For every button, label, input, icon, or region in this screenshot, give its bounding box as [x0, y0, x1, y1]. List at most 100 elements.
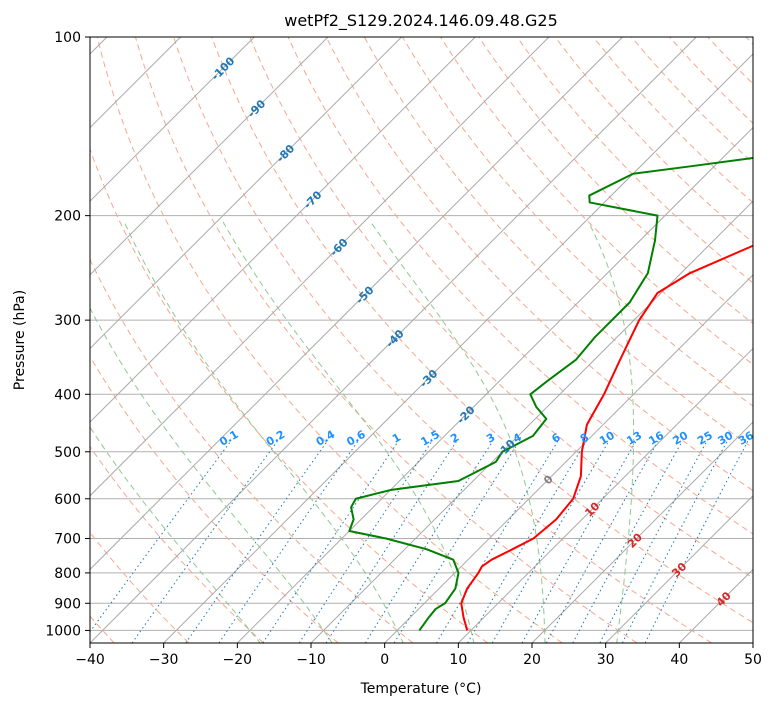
- x-tick-label: −40: [75, 652, 105, 668]
- mixing-ratio-line: [521, 441, 637, 643]
- isotherm-line: [236, 126, 753, 643]
- dry-adiabat-line: [173, 37, 712, 643]
- dry-adiabat-line: [249, 37, 753, 579]
- moist-adiabat-line: [90, 307, 333, 643]
- mixing-ratio-line: [621, 441, 728, 643]
- isotherms: [90, 37, 753, 643]
- reference-arcs: [0, 37, 2, 643]
- mixing-ratio-label: 20: [671, 429, 691, 448]
- y-tick-label: 300: [54, 313, 81, 329]
- y-tick-label: 600: [54, 492, 81, 508]
- mixing-ratio-line: [325, 440, 458, 643]
- dry-adiabat-line: [96, 37, 563, 643]
- isotherm-line: [90, 37, 329, 276]
- mixing-ratio-line: [435, 441, 559, 643]
- reference-arc: [0, 37, 2, 643]
- mixing-ratio-label: 36: [736, 429, 756, 448]
- temperature-profile-line: [460, 244, 753, 631]
- dry-adiabat-line: [554, 37, 753, 244]
- isotherm-line: [384, 274, 753, 643]
- y-tick-label: 700: [54, 532, 81, 548]
- plot-area: -100-90-80-70-60-50-40-30-20-10010203040…: [0, 37, 756, 643]
- y-tick-label: 100: [54, 30, 81, 46]
- dry-adiabat-line: [90, 258, 414, 643]
- dry-adiabat-line: [516, 37, 753, 284]
- isotherm-line: [605, 495, 753, 643]
- moist-adiabat-line: [90, 426, 261, 643]
- mixing-ratio-label: 10: [597, 429, 617, 448]
- dry-adiabat-line: [631, 37, 753, 164]
- y-axis-ticks: 1000 900 800 700 600 500 400 300 200 100: [45, 30, 90, 639]
- mixing-ratio-label: 1.5: [418, 428, 441, 449]
- mixing-ratio-line: [467, 441, 587, 643]
- dry-adiabat-line: [440, 37, 753, 366]
- moist-adiabat-line: [588, 221, 635, 643]
- mixing-ratio-label: 13: [624, 429, 644, 448]
- x-tick-label: 20: [523, 652, 541, 668]
- dry-adiabat-line: [707, 37, 753, 85]
- mixing-ratio-label: 0.4: [314, 428, 338, 449]
- y-axis-title: Pressure (hPa): [12, 290, 28, 390]
- isotherm-line: [90, 37, 402, 350]
- mixing-ratio-line: [364, 440, 494, 643]
- y-tick-label: 500: [54, 445, 81, 461]
- y-tick-label: 200: [54, 209, 81, 225]
- dry-adiabat-line: [592, 37, 753, 204]
- isotherm-line: [752, 642, 753, 643]
- x-tick-label: −10: [296, 652, 326, 668]
- dry-adiabat-line: [90, 445, 264, 643]
- mixing-ratio-label: 0.2: [264, 428, 287, 449]
- x-axis-ticks: −40 −30 −20 −10 0 10 20 30 40 50: [75, 643, 762, 668]
- isotherm-line: [90, 37, 697, 643]
- mixing-ratio-label: 16: [646, 429, 666, 448]
- dewpoint-profile-line: [348, 156, 753, 632]
- x-tick-label: −20: [223, 652, 253, 668]
- dry-adiabat-line: [669, 37, 753, 124]
- moist-adiabat-line: [222, 221, 475, 643]
- mixing-ratio-label: 0.1: [217, 428, 240, 449]
- isotherm-line: [90, 37, 550, 497]
- isotherm-line: [310, 200, 753, 643]
- dry-adiabat-line: [402, 37, 753, 407]
- mixing-ratio-line: [90, 440, 232, 633]
- x-tick-label: 50: [744, 652, 762, 668]
- chart-title: wetPf2_S129.2024.146.09.48.G25: [284, 11, 558, 31]
- dry-adiabat-line: [134, 37, 638, 643]
- pressure-grid: [90, 37, 753, 631]
- moist-adiabat-line: [123, 221, 404, 643]
- y-tick-label: 800: [54, 566, 81, 582]
- isotherm-line: [90, 37, 255, 202]
- isotherm-line: [90, 37, 476, 423]
- dry-adiabat-line: [90, 147, 488, 643]
- dry-adiabat-line: [211, 37, 753, 624]
- y-tick-label: 900: [54, 596, 81, 612]
- mixing-ratio-line: [393, 441, 520, 643]
- mixing-ratio-label: 25: [695, 429, 715, 448]
- x-tick-label: 10: [449, 652, 467, 668]
- mixing-ratio-label: 0.6: [344, 428, 368, 449]
- moist-adiabat-line: [370, 221, 546, 643]
- mixing-ratio-line: [185, 440, 328, 643]
- dry-adiabat-line: [325, 37, 753, 492]
- mixing-ratio-line: [644, 441, 749, 643]
- dry-adiabat-line: [478, 37, 753, 325]
- dry-adiabat-line: [90, 355, 339, 643]
- isotherm-line: [90, 37, 623, 571]
- isotherm-line: [457, 347, 753, 643]
- plot-frame: [89, 36, 754, 644]
- mixing-ratio-label: 3: [484, 431, 497, 446]
- mixing-ratio-labels: 0.1 0.2 0.4 0.6 1 1.5 2 3 4 6 8 10 13 16 20 25 30 36: [217, 428, 756, 449]
- y-tick-label: 1000: [45, 623, 81, 639]
- mixing-ratio-label: 30: [715, 429, 735, 448]
- x-tick-label: −30: [149, 652, 179, 668]
- isotherm-line: [163, 53, 753, 643]
- mixing-ratio-label: 1: [390, 431, 403, 446]
- dry-adiabats: [90, 37, 753, 643]
- mixing-ratio-line: [218, 440, 359, 643]
- mixing-ratio-line: [131, 440, 278, 643]
- x-tick-label: 0: [380, 652, 389, 668]
- mixing-ratio-label: 2: [448, 431, 461, 446]
- x-tick-label: 30: [597, 652, 615, 668]
